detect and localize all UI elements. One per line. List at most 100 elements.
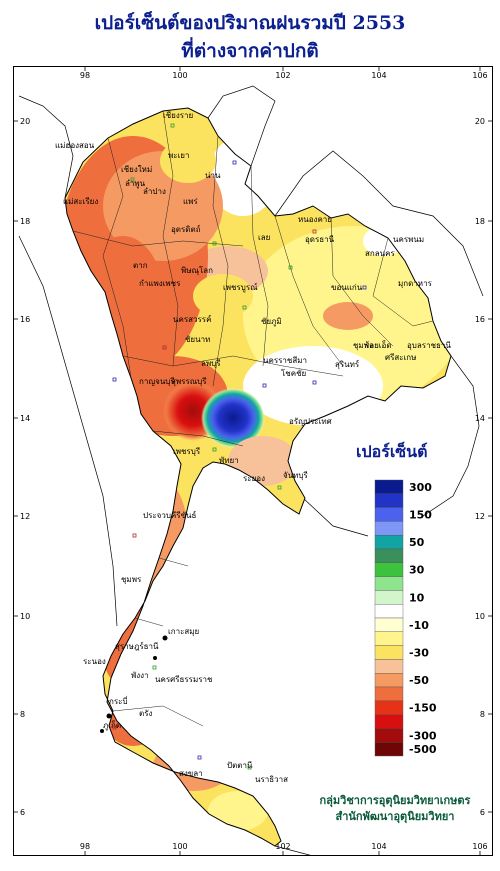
province-label: เพชรบูรณ์ [223, 282, 258, 293]
islands [100, 635, 168, 733]
rainfall-map: 98 100 102 104 106 98 100 102 104 106 20… [13, 66, 493, 856]
lon-tick-104: 104 [371, 71, 386, 80]
legend-swatch [374, 700, 404, 715]
province-label: ชุมพล [353, 341, 374, 350]
lat-tick-8: 8 [20, 710, 25, 719]
legend-swatch [374, 659, 404, 674]
legend-swatch [374, 521, 404, 536]
legend-swatch [374, 576, 404, 591]
legend-swatch [374, 617, 404, 633]
province-label: อุดรธานี [305, 235, 335, 244]
province-label: ลำปาง [143, 187, 166, 196]
legend-label: -50 [409, 674, 429, 687]
legend-label: -300 [409, 729, 437, 742]
lat-tick-16: 16 [20, 315, 30, 324]
province-label: เลย [258, 233, 270, 242]
province-label: ตรัง [139, 709, 152, 718]
province-label: พะเยา [168, 151, 189, 160]
province-label: อรัญประเทศ [289, 417, 332, 426]
province-label: ชุมพร [121, 575, 142, 584]
lat-tick-18: 18 [20, 217, 30, 226]
province-label: กาญจนบุรี [139, 377, 175, 386]
lon-tick-labels-top: 98 100 102 104 106 [80, 71, 488, 80]
legend-swatch [374, 631, 404, 646]
lat-tick-14-right: 14 [475, 414, 485, 423]
legend-swatch [374, 645, 404, 660]
station-markers [112, 123, 367, 770]
province-label: สกลนคร [365, 249, 395, 258]
province-label: สุรินทร์ [335, 359, 360, 369]
legend-label: 300 [409, 481, 432, 494]
province-label: ภูเก็ต [103, 720, 121, 731]
map-title-line1: เปอร์เซ็นต์ของปริมาณฝนรวมปี 2553 [94, 12, 406, 34]
legend-swatch [374, 742, 404, 757]
map-title-line2: ที่ต่างจากค่าปกติ [181, 40, 319, 62]
lat-tick-8-right: 8 [480, 710, 485, 719]
province-label: แม่ฮ่องสอน [55, 141, 95, 150]
province-label: กำแพงเพชร [139, 279, 181, 288]
province-label: นครสวรรค์ [173, 314, 211, 324]
legend-swatch [374, 548, 404, 564]
legend-title: เปอร์เซ็นต์ [356, 442, 428, 461]
legend-label: 150 [409, 509, 432, 522]
legend-swatch [374, 479, 404, 495]
lon-tick-102-bottom: 102 [275, 842, 290, 851]
province-label: ชัยนาท [185, 335, 210, 344]
province-label: ขอนแก่น [331, 283, 363, 292]
province-label: กระบี่ [109, 695, 128, 706]
lat-tick-18-right: 18 [475, 217, 485, 226]
province-label: เกาะสมุย [168, 627, 199, 636]
lat-tick-10: 10 [20, 612, 30, 621]
legend-label: 30 [409, 564, 425, 577]
lon-tick-98-bottom: 98 [80, 842, 90, 851]
province-label: นครศรีธรรมราช [155, 675, 213, 684]
lon-tick-100: 100 [172, 71, 187, 80]
credit-line1: กลุ่มวิชาการอุตุนิยมวิทยาเกษตร [319, 794, 471, 807]
lon-tick-106-bottom: 106 [472, 842, 487, 851]
province-label: นครราชสีมา [263, 356, 307, 365]
lon-tick-102: 102 [275, 71, 290, 80]
province-label: ศรีสะเกษ [385, 353, 416, 362]
province-label: ร้อยเอ็ด [365, 340, 392, 350]
province-label: มุกดาหาร [398, 279, 433, 288]
lon-tick-98: 98 [80, 71, 90, 80]
neighbour-borders [18, 85, 484, 856]
province-label: ชัยภูมิ [261, 317, 282, 327]
province-label: ปัตตานี [227, 761, 253, 770]
lat-tick-6: 6 [20, 808, 25, 817]
lat-tick-16-right: 16 [475, 315, 485, 324]
lat-tick-12-right: 12 [475, 512, 485, 521]
legend-swatch [374, 493, 404, 508]
lon-tick-104-bottom: 104 [371, 842, 386, 851]
province-label: น่าน [205, 171, 221, 180]
legend-swatch [374, 590, 404, 605]
credit-line2: สำนักพัฒนาอุตุนิยมวิทยา [335, 810, 455, 823]
legend-swatch [374, 714, 404, 729]
legend-swatch [374, 604, 404, 619]
province-label: สุราษฎร์ธานี [115, 641, 159, 651]
legend-colorbar: 300 150 50 30 10 -10 -30 -50 -150 -300-500 [374, 479, 437, 757]
lon-tick-106: 106 [472, 71, 487, 80]
province-label: นครพนม [393, 235, 424, 244]
legend-swatch [374, 686, 404, 702]
legend-swatch [374, 728, 404, 743]
province-label: อุตรดิตถ์ [171, 224, 201, 234]
province-label: จันทบุรี [283, 471, 309, 480]
legend-label: -30 [409, 647, 429, 660]
lat-tick-10-right: 10 [475, 612, 485, 621]
province-label: แม่สะเรียง [63, 197, 98, 206]
province-label: ตาก [133, 261, 148, 270]
legend-label: -150 [409, 702, 437, 715]
lon-tick-100-bottom: 100 [172, 842, 187, 851]
province-borders [72, 110, 434, 727]
province-label: นราธิวาส [255, 775, 288, 784]
province-label: พังงา [131, 671, 149, 680]
province-label: สงขลา [179, 769, 203, 778]
legend-label: 10 [409, 591, 425, 604]
lat-tick-12: 12 [20, 512, 30, 521]
province-label: ประจวบคีรีขันธ์ [143, 510, 197, 520]
legend-swatch [374, 535, 404, 550]
province-label: อุบลราชธานี [407, 341, 451, 350]
province-label: เชียงราย [163, 111, 193, 120]
legend-swatch [374, 562, 404, 577]
